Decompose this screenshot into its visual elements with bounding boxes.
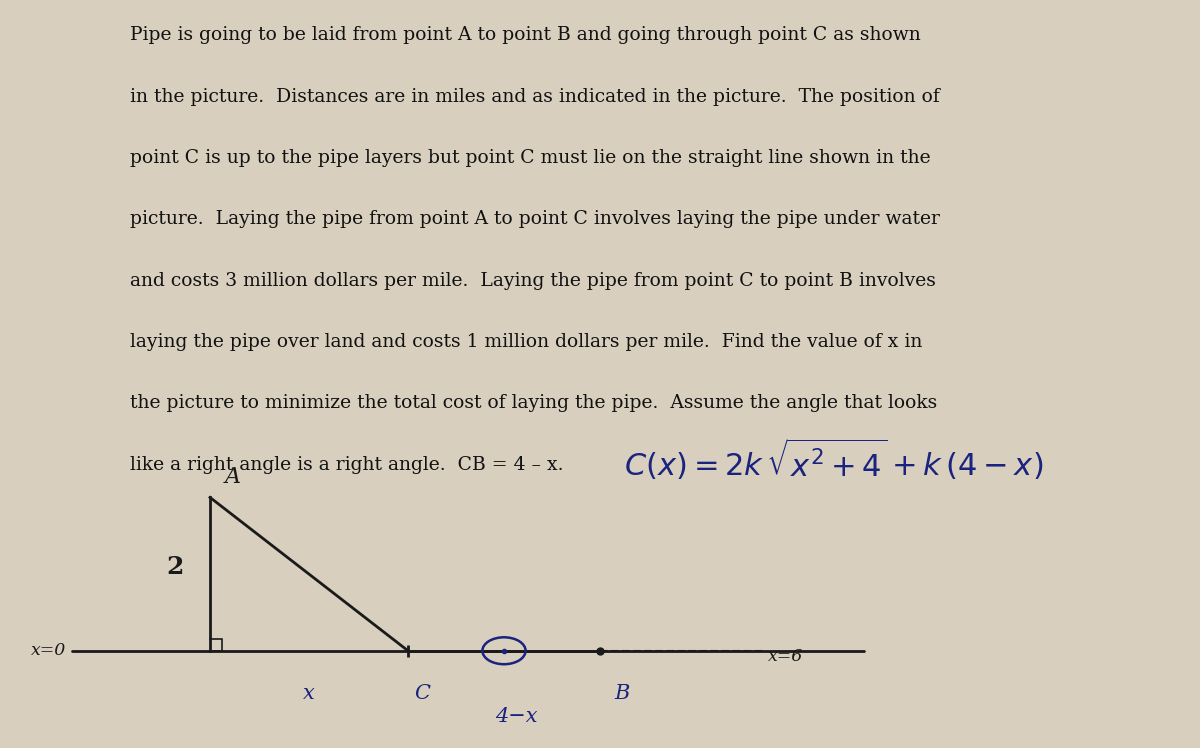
Text: picture.  Laying the pipe from point A to point C involves laying the pipe under: picture. Laying the pipe from point A to… (130, 210, 940, 228)
Text: like a right angle is a right angle.  CB = 4 – x.: like a right angle is a right angle. CB … (130, 456, 563, 473)
Text: x=6: x=6 (768, 649, 803, 665)
Text: B: B (614, 684, 630, 703)
Text: $C(x)= 2k\,\sqrt{x^2+4} + k\,(4-x)$: $C(x)= 2k\,\sqrt{x^2+4} + k\,(4-x)$ (624, 438, 1043, 483)
Text: 2: 2 (167, 554, 184, 579)
Text: point C is up to the pipe layers but point C must lie on the straight line shown: point C is up to the pipe layers but poi… (130, 149, 930, 167)
Text: in the picture.  Distances are in miles and as indicated in the picture.  The po: in the picture. Distances are in miles a… (130, 88, 940, 105)
Text: A: A (224, 467, 240, 488)
Text: and costs 3 million dollars per mile.  Laying the pipe from point C to point B i: and costs 3 million dollars per mile. La… (130, 272, 936, 289)
Text: C: C (414, 684, 430, 703)
Text: laying the pipe over land and costs 1 million dollars per mile.  Find the value : laying the pipe over land and costs 1 mi… (130, 333, 922, 351)
Text: Pipe is going to be laid from point A to point B and going through point C as sh: Pipe is going to be laid from point A to… (130, 26, 920, 44)
Text: x=0: x=0 (31, 643, 66, 659)
Text: x: x (304, 684, 314, 703)
Text: the picture to minimize the total cost of laying the pipe.  Assume the angle tha: the picture to minimize the total cost o… (130, 394, 937, 412)
Text: 4−x: 4−x (494, 707, 538, 726)
